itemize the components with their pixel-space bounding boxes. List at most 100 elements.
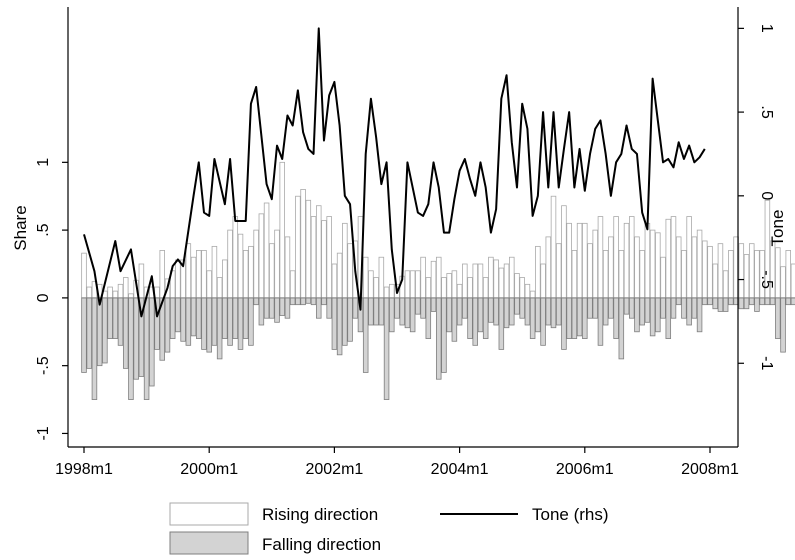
falling-bar: [681, 297, 687, 319]
falling-bar: [691, 297, 698, 319]
rising-bar: [451, 270, 458, 299]
rising-bar: [175, 259, 181, 299]
rising-bar: [368, 270, 374, 299]
rising-bar: [738, 243, 745, 299]
rising-bar: [665, 218, 672, 299]
right-y-tick-label: 0: [758, 191, 775, 200]
left-y-axis-ticks: -1 -.5 0 .5 1: [35, 158, 68, 441]
rising-bar: [310, 216, 317, 299]
falling-bar: [561, 297, 567, 350]
rising-bar: [227, 229, 233, 299]
falling-bar: [707, 297, 713, 306]
rising-bar: [681, 250, 687, 299]
rising-bar: [728, 250, 734, 299]
rising-bar: [196, 250, 202, 299]
falling-bar: [764, 297, 771, 306]
falling-bar: [618, 297, 625, 360]
falling-bar: [509, 297, 515, 326]
falling-bar: [467, 297, 473, 339]
falling-bar: [216, 297, 223, 360]
falling-bar: [269, 297, 275, 319]
rising-bar: [686, 216, 692, 299]
rising-bar: [702, 240, 708, 299]
rising-bar: [467, 277, 473, 299]
rising-bar: [623, 222, 630, 299]
rising-bar: [608, 236, 614, 299]
falling-bar: [149, 297, 155, 387]
rising-bar: [571, 250, 578, 299]
falling-bar: [430, 297, 437, 312]
rising-bar: [618, 250, 625, 299]
falling-bar: [540, 297, 546, 346]
rising-bar: [785, 250, 792, 299]
falling-bar: [315, 297, 322, 319]
rising-bar: [159, 250, 165, 299]
falling-bar: [550, 297, 557, 329]
rising-bar: [691, 236, 698, 299]
rising-bar: [780, 266, 786, 299]
rising-bar: [107, 286, 113, 299]
rising-bar: [775, 247, 781, 299]
falling-bar: [477, 297, 484, 333]
legend-label-tone: Tone (rhs): [532, 505, 609, 524]
falling-bar: [258, 297, 265, 326]
rising-bar: [404, 270, 411, 299]
falling-bar: [702, 297, 708, 306]
falling-bar: [696, 297, 703, 333]
falling-bar: [107, 297, 113, 339]
rising-bar: [274, 229, 280, 299]
rising-bar: [425, 277, 432, 299]
rising-bar: [597, 216, 604, 299]
falling-bar: [175, 297, 181, 333]
falling-bar: [717, 297, 724, 312]
rising-bar: [206, 270, 212, 299]
falling-bar: [342, 297, 348, 346]
x-tick-label: 2008m1: [681, 461, 739, 478]
rising-bar: [289, 270, 296, 299]
falling-bar: [248, 297, 254, 346]
falling-bar: [644, 297, 651, 323]
rising-bar: [86, 286, 92, 299]
rising-bar: [712, 263, 718, 299]
rising-bar: [117, 283, 124, 299]
falling-bar: [96, 297, 103, 367]
falling-bar: [488, 297, 494, 323]
falling-bar: [253, 297, 259, 306]
falling-bar: [102, 297, 108, 364]
rising-bar: [81, 252, 87, 299]
rising-bar: [472, 263, 478, 299]
falling-bar: [389, 297, 395, 333]
falling-bar: [655, 297, 661, 333]
rising-bar: [566, 222, 572, 299]
rising-bar: [430, 260, 437, 299]
falling-bar: [425, 297, 432, 339]
falling-bar: [456, 297, 463, 326]
falling-bar: [143, 297, 150, 400]
rising-bar: [446, 273, 452, 299]
falling-bar: [128, 297, 134, 400]
rising-bar: [216, 277, 223, 299]
rising-bar: [592, 229, 598, 299]
rising-bar: [253, 229, 259, 299]
rising-bar: [602, 250, 609, 299]
falling-bars-group: [81, 297, 795, 400]
falling-bar: [279, 297, 285, 316]
falling-bar: [263, 297, 270, 319]
falling-bar: [769, 297, 776, 306]
rising-bar: [305, 199, 312, 299]
rising-bar: [185, 243, 192, 299]
rising-bar: [660, 256, 666, 299]
rising-bar: [514, 273, 520, 299]
falling-bar: [352, 297, 359, 319]
left-y-tick-label: 0: [35, 293, 52, 302]
x-tick-label: 2002m1: [305, 461, 363, 478]
x-tick-label: 2006m1: [556, 461, 614, 478]
falling-bar: [728, 297, 734, 306]
rising-bar: [540, 263, 546, 299]
falling-bar: [420, 297, 426, 319]
rising-bar: [649, 229, 656, 299]
falling-bar: [378, 297, 385, 326]
falling-bar: [780, 297, 786, 353]
falling-bar: [759, 297, 765, 306]
